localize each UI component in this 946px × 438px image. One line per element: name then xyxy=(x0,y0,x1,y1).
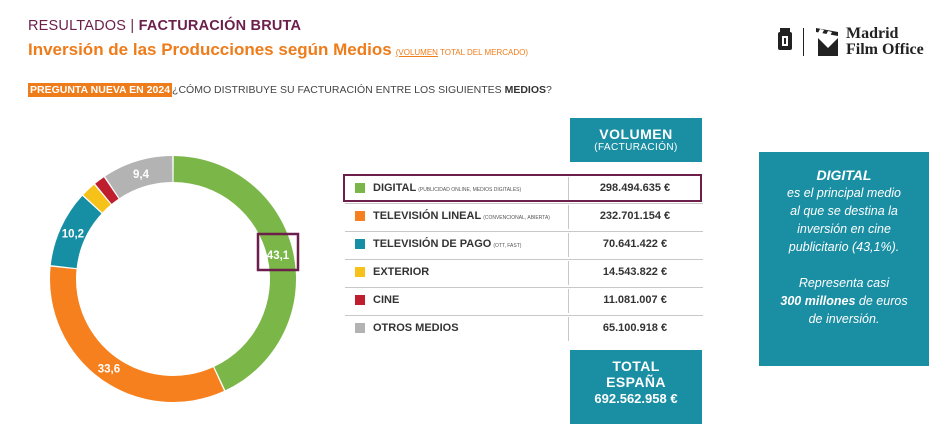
media-name-text: DIGITAL xyxy=(373,182,417,194)
media-value: 70.641.422 € xyxy=(602,238,668,250)
media-name-text: EXTERIOR xyxy=(373,266,430,278)
logo-text: Madrid Film Office xyxy=(846,26,924,58)
legend-swatch xyxy=(355,267,365,277)
subtitle-rest: TOTAL DEL MERCADO) xyxy=(437,48,529,57)
callout-line: es el principal medio xyxy=(787,186,901,200)
donut-value-label: 9,4 xyxy=(133,169,150,181)
legend-swatch xyxy=(355,323,365,333)
column-divider xyxy=(568,289,569,313)
callout-heading: DIGITAL xyxy=(816,167,872,183)
callout-line: publicitario (43,1%). xyxy=(788,240,900,254)
section-header: RESULTADOS | FACTURACIÓN BRUTA xyxy=(28,18,301,34)
digital-callout: DIGITAL es el principal medio al que se … xyxy=(759,152,929,366)
callout-line-rest: de euros xyxy=(855,294,908,308)
donut-slice-televisi-n-de-pago xyxy=(50,195,102,269)
column-divider xyxy=(568,317,569,341)
section-label: RESULTADOS | xyxy=(28,18,135,34)
donut-value-label: 43,1 xyxy=(267,250,290,262)
media-value: 14.543.822 € xyxy=(602,266,668,278)
volume-header-subtitle: (FACTURACIÓN) xyxy=(594,142,678,153)
subtitle-underlined: (VOLUMEN xyxy=(395,48,438,57)
total-country: ESPAÑA xyxy=(606,374,666,390)
madrid-film-office-logo: Madrid Film Office xyxy=(776,24,926,64)
media-value: 65.100.918 € xyxy=(602,322,668,334)
question-text: ¿CÓMO DISTRIBUYE SU FACTURACIÓN ENTRE LO… xyxy=(172,84,505,96)
volume-header-title: VOLUMEN xyxy=(599,126,673,142)
donut-slice-digital xyxy=(173,156,296,391)
legend-swatch xyxy=(355,295,365,305)
media-name: CINE xyxy=(373,294,399,306)
media-value: 11.081.007 € xyxy=(603,294,667,306)
table-row: TELEVISIÓN DE PAGO (OTT, FAST) 70.641.422… xyxy=(345,231,703,260)
media-note: (CONVENCIONAL, ABIERTA) xyxy=(483,215,550,221)
volume-column-header: VOLUMEN (FACTURACIÓN) xyxy=(570,118,702,162)
donut-slices xyxy=(49,156,296,402)
media-name: TELEVISIÓN DE PAGO (OTT, FAST) xyxy=(373,238,521,250)
media-name: OTROS MEDIOS xyxy=(373,322,459,334)
media-name: TELEVISIÓN LINEAL (CONVENCIONAL, ABIERTA) xyxy=(373,210,550,222)
media-name-text: CINE xyxy=(373,294,400,306)
column-divider xyxy=(568,261,569,285)
column-divider xyxy=(568,205,569,229)
page-title: Inversión de las Producciones según Medi… xyxy=(28,40,528,60)
total-value: 692.562.958 € xyxy=(594,391,678,406)
column-divider xyxy=(568,233,569,257)
logo-emblem-icon xyxy=(778,28,838,56)
table-row: EXTERIOR 14.543.822 € xyxy=(345,259,703,288)
callout-line: al que se destina la xyxy=(790,204,898,218)
survey-question: PREGUNTA NUEVA EN 2024 ¿CÓMO DISTRIBUYE S… xyxy=(28,83,552,97)
donut-value-label: 33,6 xyxy=(98,363,120,375)
media-name-text: TELEVISIÓN LINEAL xyxy=(373,210,482,222)
donut-slice-televisi-n-lineal xyxy=(49,266,224,402)
media-name-text: TELEVISIÓN DE PAGO xyxy=(373,238,492,250)
total-box: TOTAL ESPAÑA 692.562.958 € xyxy=(570,350,702,424)
donut-slice-cine xyxy=(95,177,119,204)
donut-value-label: 10,2 xyxy=(62,228,84,240)
donut-chart: 43,1 33,6 10,2 9,4 xyxy=(49,156,300,402)
section-label-bold: FACTURACIÓN BRUTA xyxy=(138,18,302,34)
media-name-text: OTROS MEDIOS xyxy=(373,322,459,334)
media-name: DIGITAL (PUBLICIDAD ONLINE, MEDIOS DIGITA… xyxy=(373,182,521,194)
legend-swatch xyxy=(355,183,365,193)
table-row: DIGITAL (PUBLICIDAD ONLINE, MEDIOS DIGITA… xyxy=(345,175,703,204)
new-question-badge: PREGUNTA NUEVA EN 2024 xyxy=(28,83,173,97)
page-title-subtitle: (VOLUMEN TOTAL DEL MERCADO) xyxy=(396,48,528,57)
media-value: 232.701.154 € xyxy=(599,210,671,222)
total-label: TOTAL xyxy=(612,358,660,374)
media-note: (PUBLICIDAD ONLINE, MEDIOS DIGITALES) xyxy=(418,187,522,193)
question-end: ? xyxy=(546,84,552,96)
callout-highlight: 300 millones xyxy=(780,294,856,308)
donut-slice-otros-medios xyxy=(105,156,173,199)
column-divider xyxy=(568,177,569,201)
digital-row-highlight xyxy=(343,174,702,202)
callout-line: Representa casi xyxy=(798,276,890,290)
question-bold: MEDIOS xyxy=(504,84,547,96)
table-row: OTROS MEDIOS 65.100.918 € xyxy=(345,315,703,343)
callout-line: de inversión. xyxy=(808,312,880,326)
media-note: (OTT, FAST) xyxy=(493,243,522,249)
donut-slice-exterior xyxy=(83,184,111,213)
logo-line-2: Film Office xyxy=(846,41,924,58)
table-row: TELEVISIÓN LINEAL (CONVENCIONAL, ABIERTA)… xyxy=(345,203,703,232)
legend-swatch xyxy=(355,239,365,249)
logo-line-1: Madrid xyxy=(846,25,899,42)
legend-swatch xyxy=(355,211,365,221)
callout-line: inversión en cine xyxy=(797,222,891,236)
page-title-text: Inversión de las Producciones según Medi… xyxy=(28,40,392,59)
callout-line: 300 millones de euros xyxy=(759,292,929,310)
donut-labels: 43,1 33,6 10,2 9,4 xyxy=(62,169,290,376)
media-name: EXTERIOR xyxy=(373,266,429,278)
digital-highlight-box xyxy=(256,232,300,272)
table-row: CINE 11.081.007 € xyxy=(345,287,703,316)
media-value: 298.494.635 € xyxy=(599,182,671,194)
